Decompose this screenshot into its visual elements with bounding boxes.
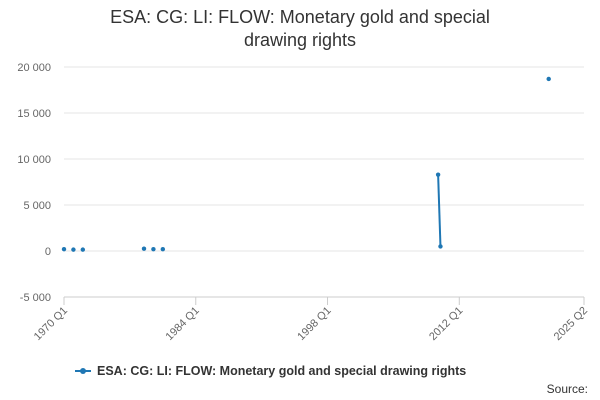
y-tick-label: -5 000 xyxy=(20,292,51,304)
y-tick-label: 5 000 xyxy=(23,200,51,212)
legend-series-label: ESA: CG: LI: FLOW: Monetary gold and spe… xyxy=(97,364,467,378)
x-tick-label: 2025 Q2 xyxy=(552,305,590,343)
x-tick-label: 2012 Q1 xyxy=(427,305,465,343)
data-point[interactable] xyxy=(435,172,441,177)
data-point[interactable] xyxy=(71,247,76,252)
x-axis-tick-labels: 1970 Q1 1984 Q1 1998 Q1 2012 Q1 2025 Q2 xyxy=(32,305,590,343)
grid-lines xyxy=(64,66,584,298)
data-point[interactable] xyxy=(151,246,156,252)
y-tick-label: 15 000 xyxy=(17,108,51,120)
legend-series-marker xyxy=(75,366,91,376)
source-label: Source: xyxy=(546,382,588,396)
y-tick-label: 10 000 xyxy=(17,154,51,166)
data-point[interactable] xyxy=(438,244,443,249)
y-tick-label: 20 000 xyxy=(17,62,51,74)
x-tick-label: 1984 Q1 xyxy=(164,305,202,343)
x-axis xyxy=(63,296,585,305)
data-point[interactable] xyxy=(546,76,551,82)
data-series xyxy=(61,76,551,252)
x-tick-label: 1970 Q1 xyxy=(32,305,70,343)
x-tick-label: 1998 Q1 xyxy=(295,305,333,343)
y-axis-tick-labels: -5 000 0 5 000 10 000 15 000 20 000 xyxy=(17,62,51,304)
data-point[interactable] xyxy=(141,246,147,251)
data-point[interactable] xyxy=(80,247,86,252)
legend[interactable]: ESA: CG: LI: FLOW: Monetary gold and spe… xyxy=(75,364,466,378)
data-point[interactable] xyxy=(160,246,166,252)
y-tick-label: 0 xyxy=(45,246,51,258)
chart-title: ESA: CG: LI: FLOW: Monetary gold and spe… xyxy=(110,7,490,50)
series-line xyxy=(437,174,442,247)
data-point[interactable] xyxy=(61,246,67,252)
